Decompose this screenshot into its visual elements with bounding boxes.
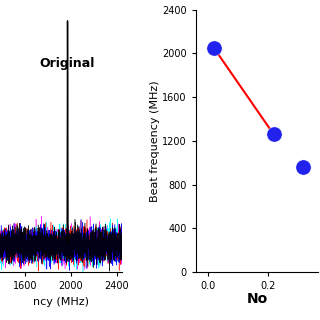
- Y-axis label: Beat frequency (MHz): Beat frequency (MHz): [149, 80, 159, 202]
- Text: Original: Original: [40, 57, 95, 70]
- Point: [271, 132, 276, 137]
- X-axis label: No: No: [246, 292, 268, 307]
- Point: [211, 45, 216, 51]
- X-axis label: ncy (MHz): ncy (MHz): [33, 297, 89, 307]
- Point: [301, 164, 306, 170]
